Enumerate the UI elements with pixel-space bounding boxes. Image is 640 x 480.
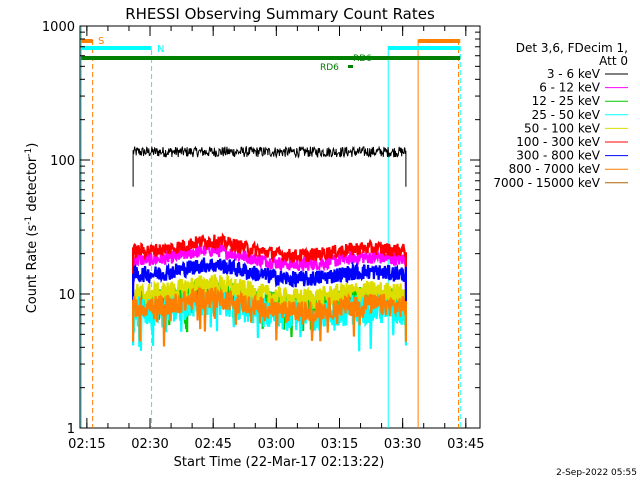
chart-title: RHESSI Observing Summary Count Rates bbox=[125, 5, 435, 23]
night-bar-2 bbox=[388, 46, 461, 50]
footer-timestamp: 2-Sep-2022 05:55 bbox=[556, 468, 637, 478]
legend-header-1: Det 3,6, FDecim 1, bbox=[516, 41, 628, 55]
night-bar-1 bbox=[81, 46, 152, 50]
x-axis: 02:15 02:30 02:45 03:00 03:15 03:30 03:45 bbox=[68, 26, 485, 452]
x-tick-label: 02:30 bbox=[131, 437, 168, 452]
plot-frame bbox=[79, 25, 481, 429]
y-tick-label: 100 bbox=[50, 154, 75, 169]
marker-lines bbox=[80, 26, 461, 428]
legend-label-4: 50 - 100 keV bbox=[524, 121, 601, 135]
legend-label-5: 100 - 300 keV bbox=[516, 135, 600, 149]
x-axis-label: Start Time (22-Mar-17 02:13:22) bbox=[174, 455, 385, 470]
series-line-5 bbox=[132, 232, 407, 286]
x-tick-label: 02:45 bbox=[194, 437, 231, 452]
legend-label-7: 800 - 7000 keV bbox=[509, 162, 601, 176]
legend-label-2: 12 - 25 keV bbox=[532, 94, 601, 108]
series-line-0 bbox=[132, 145, 407, 187]
series-line-7 bbox=[132, 286, 407, 347]
x-tick-label: 03:00 bbox=[258, 437, 295, 452]
legend-header-2: Att 0 bbox=[599, 54, 628, 68]
saa-bar-1 bbox=[81, 39, 93, 43]
rd-marker bbox=[348, 65, 353, 68]
legend-label-1: 6 - 12 keV bbox=[539, 81, 601, 95]
y-tick-label: 1000 bbox=[42, 20, 75, 35]
night-label: N bbox=[157, 44, 164, 55]
series-group bbox=[132, 145, 407, 352]
x-tick-label: 03:15 bbox=[321, 437, 358, 452]
rd-label-2: RD6 bbox=[320, 63, 339, 73]
legend-label-6: 300 - 800 keV bbox=[516, 149, 600, 163]
x-tick-label: 02:15 bbox=[68, 437, 105, 452]
legend-label-8: 7000 - 15000 keV bbox=[493, 176, 600, 190]
series-line-4 bbox=[132, 273, 407, 329]
legend-label-3: 25 - 50 keV bbox=[532, 108, 601, 122]
x-tick-label: 03:45 bbox=[447, 437, 484, 452]
y-tick-label: 10 bbox=[58, 288, 75, 303]
y-axis-label: Count Rate (s-1 detector-1) bbox=[24, 143, 40, 314]
saa-bar-2 bbox=[418, 39, 461, 43]
series-line-6 bbox=[132, 257, 407, 310]
legend-label-0: 3 - 6 keV bbox=[547, 67, 601, 81]
saa-label: S bbox=[98, 36, 104, 47]
attenuator-bar bbox=[81, 56, 461, 60]
rd-label-1: RD6 bbox=[353, 54, 372, 64]
status-bars bbox=[81, 39, 461, 60]
y-tick-label: 1 bbox=[67, 422, 75, 437]
y-axis: 1 10 100 1000 bbox=[42, 20, 480, 437]
series-line-1 bbox=[132, 239, 407, 295]
x-tick-label: 03:30 bbox=[384, 437, 421, 452]
